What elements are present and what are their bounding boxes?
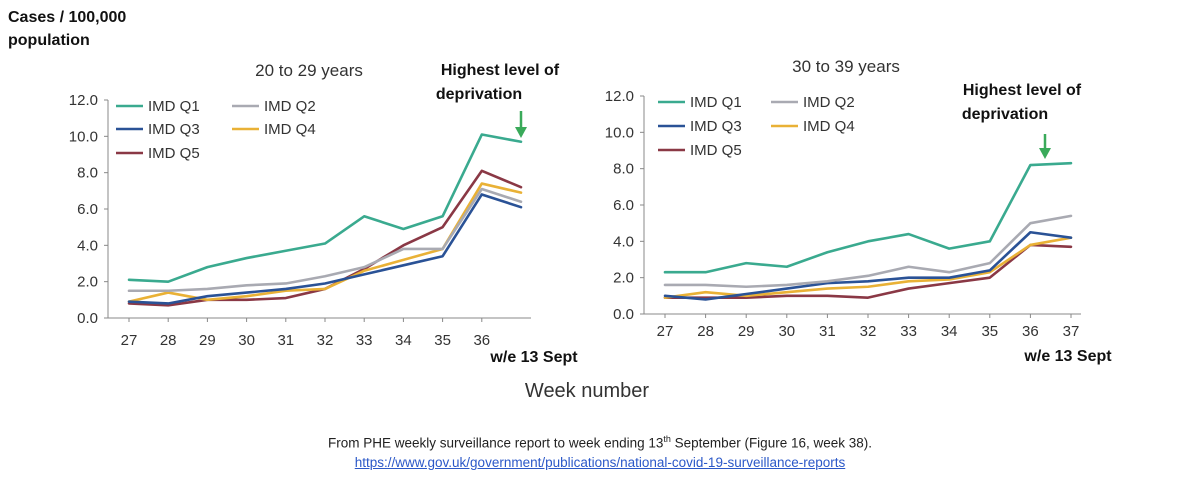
y-unit-label-line2: population	[8, 32, 90, 49]
x-tick-label: 32	[860, 323, 877, 340]
annotation-line1: Highest level of	[963, 82, 1082, 99]
y-tick-label: 0.0	[613, 306, 634, 323]
x-note: w/e 13 Sept	[489, 349, 578, 366]
chart-title: 20 to 29 years	[255, 61, 363, 80]
x-tick-label: 29	[199, 332, 216, 349]
x-tick-label: 31	[277, 332, 294, 349]
y-tick-label: 6.0	[613, 197, 634, 214]
chart-30-39: 30 to 39 years Highest level of deprivat…	[605, 57, 1112, 365]
legend-label: IMD Q4	[803, 118, 855, 135]
series-line-imd-q5	[127, 169, 523, 307]
x-tick-label: 28	[160, 332, 177, 349]
legend-label: IMD Q5	[690, 142, 742, 159]
x-tick-label: 34	[395, 332, 412, 349]
x-tick-label: 36	[473, 332, 490, 349]
x-note: w/e 13 Sept	[1023, 348, 1112, 365]
x-tick-label: 33	[900, 323, 917, 340]
footer-link-row: https://www.gov.uk/government/publicatio…	[0, 455, 1200, 470]
x-tick-label: 27	[657, 323, 674, 340]
x-tick-label: 34	[941, 323, 958, 340]
y-tick-label: 4.0	[613, 233, 634, 250]
series-line-imd-q1	[663, 161, 1073, 274]
y-tick-label: 2.0	[77, 274, 98, 291]
y-tick-label: 12.0	[605, 88, 634, 105]
annotation-line1: Highest level of	[441, 62, 560, 79]
series-line-imd-q3	[663, 230, 1073, 301]
y-tick-label: 10.0	[69, 128, 98, 145]
chart-title: 30 to 39 years	[792, 57, 900, 76]
footer-post: September (Figure 16, week 38).	[670, 435, 873, 451]
legend-label: IMD Q4	[264, 121, 316, 138]
footer-pre: From PHE weekly surveillance report to w…	[327, 435, 664, 451]
y-tick-label: 4.0	[77, 237, 98, 254]
y-unit-label-line1: Cases / 100,000	[8, 9, 126, 26]
chart-20-29: 20 to 29 years Highest level of deprivat…	[69, 61, 578, 366]
x-tick-label: 33	[356, 332, 373, 349]
y-tick-label: 10.0	[605, 124, 634, 141]
legend-label: IMD Q2	[264, 98, 316, 115]
y-tick-label: 2.0	[613, 270, 634, 287]
footer-sup: th	[663, 434, 671, 444]
x-tick-label: 35	[434, 332, 451, 349]
series-line-imd-q3	[127, 193, 523, 305]
legend-label: IMD Q3	[148, 121, 200, 138]
annotation-arrow-icon	[515, 111, 527, 138]
series-line-imd-q2	[127, 187, 523, 293]
series-line-imd-q2	[663, 214, 1073, 289]
y-tick-label: 6.0	[77, 201, 98, 218]
x-tick-label: 30	[238, 332, 255, 349]
source-link[interactable]: https://www.gov.uk/government/publicatio…	[354, 455, 846, 470]
x-tick-label: 28	[697, 323, 714, 340]
y-tick-label: 8.0	[77, 165, 98, 182]
series-line-imd-q5	[663, 243, 1073, 299]
legend-label: IMD Q5	[148, 145, 200, 162]
annotation-line2: deprivation	[962, 106, 1048, 123]
y-tick-label: 0.0	[77, 310, 98, 327]
footer-source-text: From PHE weekly surveillance report to w…	[0, 434, 1200, 451]
x-tick-label: 31	[819, 323, 836, 340]
x-axis-title: Week number	[525, 380, 649, 402]
legend-label: IMD Q1	[148, 98, 200, 115]
legend-label: IMD Q3	[690, 118, 742, 135]
x-tick-label: 27	[121, 332, 138, 349]
series-line-imd-q1	[127, 133, 523, 283]
x-tick-label: 35	[981, 323, 998, 340]
y-tick-label: 8.0	[613, 161, 634, 178]
x-tick-label: 30	[778, 323, 795, 340]
y-tick-label: 12.0	[69, 92, 98, 109]
x-tick-label: 29	[738, 323, 755, 340]
x-tick-label: 36	[1022, 323, 1039, 340]
x-tick-label: 37	[1063, 323, 1080, 340]
legend-label: IMD Q1	[690, 94, 742, 111]
legend-label: IMD Q2	[803, 94, 855, 111]
annotation-arrow-icon	[1039, 134, 1051, 159]
x-tick-label: 32	[317, 332, 334, 349]
annotation-line2: deprivation	[436, 86, 522, 103]
